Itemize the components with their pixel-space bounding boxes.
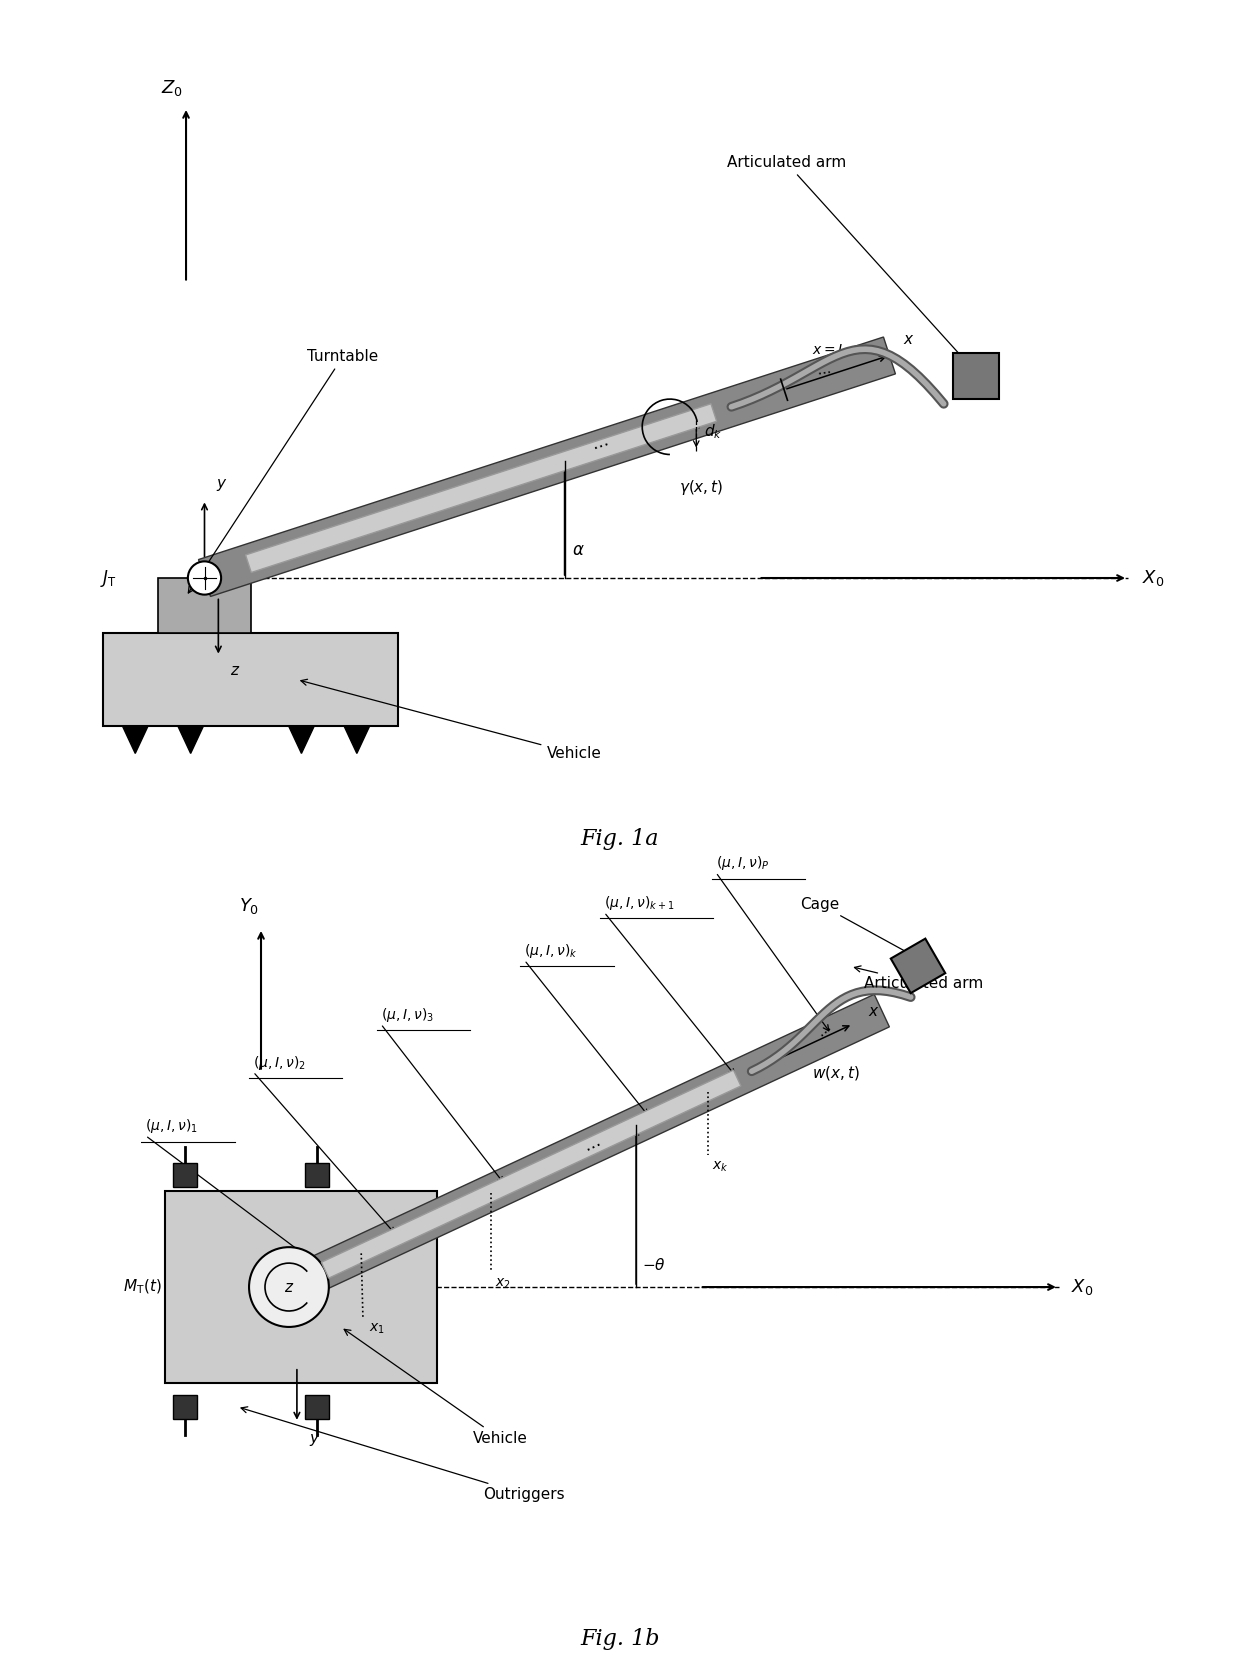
Text: Vehicle: Vehicle	[301, 680, 601, 761]
Text: Articulated arm: Articulated arm	[854, 966, 983, 992]
Text: $\cdots$: $\cdots$	[582, 1133, 604, 1157]
Bar	[159, 578, 250, 633]
Bar	[103, 633, 398, 726]
Text: $x_k$: $x_k$	[712, 1160, 729, 1173]
Text: $M_{\rm T}(t)$: $M_{\rm T}(t)$	[123, 1278, 161, 1296]
Polygon shape	[321, 1070, 742, 1278]
Polygon shape	[343, 726, 370, 753]
Text: Cage: Cage	[800, 896, 928, 964]
Text: $(\mu, I, \nu)_3$: $(\mu, I, \nu)_3$	[381, 1006, 434, 1024]
Bar	[165, 1192, 436, 1383]
Text: Vehicle: Vehicle	[345, 1330, 528, 1446]
Circle shape	[249, 1246, 329, 1326]
Text: $z$: $z$	[231, 663, 241, 678]
Text: $(\mu, I, \nu)_1$: $(\mu, I, \nu)_1$	[145, 1117, 198, 1135]
Polygon shape	[198, 337, 895, 597]
Bar	[305, 1394, 329, 1419]
Polygon shape	[123, 726, 148, 753]
Text: $Y_0$: $Y_0$	[239, 896, 259, 916]
Text: $J_{\rm T}$: $J_{\rm T}$	[100, 567, 117, 588]
Bar	[305, 1163, 329, 1187]
Text: Articulated arm: Articulated arm	[727, 155, 963, 359]
Text: $(\mu, I, \nu)_2$: $(\mu, I, \nu)_2$	[253, 1054, 306, 1072]
Text: Outriggers: Outriggers	[241, 1406, 565, 1502]
Text: $z$: $z$	[284, 1280, 294, 1295]
Bar	[174, 1163, 197, 1187]
Text: $X_0$: $X_0$	[1070, 1276, 1092, 1296]
Polygon shape	[177, 726, 203, 753]
Text: $\cdots$: $\cdots$	[589, 434, 610, 455]
Text: $-\theta$: $-\theta$	[642, 1256, 666, 1273]
Text: $x$: $x$	[903, 331, 914, 347]
Text: Fig. 1b: Fig. 1b	[580, 1629, 660, 1650]
Text: $Z_0$: $Z_0$	[161, 78, 184, 98]
Text: Fig. 1a: Fig. 1a	[580, 828, 660, 851]
Text: Turntable: Turntable	[188, 349, 378, 593]
Text: $d_k$: $d_k$	[703, 422, 722, 442]
Polygon shape	[289, 726, 315, 753]
Text: $(\mu, I, \nu)_k$: $(\mu, I, \nu)_k$	[525, 942, 578, 961]
Bar	[890, 939, 945, 994]
Text: $y$: $y$	[216, 477, 227, 494]
Polygon shape	[281, 994, 889, 1303]
Text: $x_1$: $x_1$	[370, 1321, 386, 1336]
Circle shape	[188, 562, 221, 595]
Text: $(\mu, I, \nu)_{k+1}$: $(\mu, I, \nu)_{k+1}$	[604, 894, 675, 912]
Text: $\cdots$: $\cdots$	[815, 1022, 835, 1042]
Text: $x$: $x$	[868, 1004, 879, 1019]
Bar	[954, 352, 999, 399]
Text: $x_2$: $x_2$	[495, 1276, 511, 1291]
Text: $y$: $y$	[309, 1433, 320, 1448]
Text: $w(x,t)$: $w(x,t)$	[812, 1064, 861, 1082]
Text: $x = L$: $x = L$	[812, 344, 846, 357]
Text: $\alpha$: $\alpha$	[572, 542, 584, 560]
Text: $\gamma(x,t)$: $\gamma(x,t)$	[680, 477, 723, 497]
Text: $\cdots$: $\cdots$	[816, 362, 832, 379]
Text: $X_0$: $X_0$	[1142, 568, 1164, 588]
Polygon shape	[246, 404, 717, 572]
Bar	[174, 1394, 197, 1419]
Text: $(\mu, I, \nu)_P$: $(\mu, I, \nu)_P$	[715, 854, 770, 873]
